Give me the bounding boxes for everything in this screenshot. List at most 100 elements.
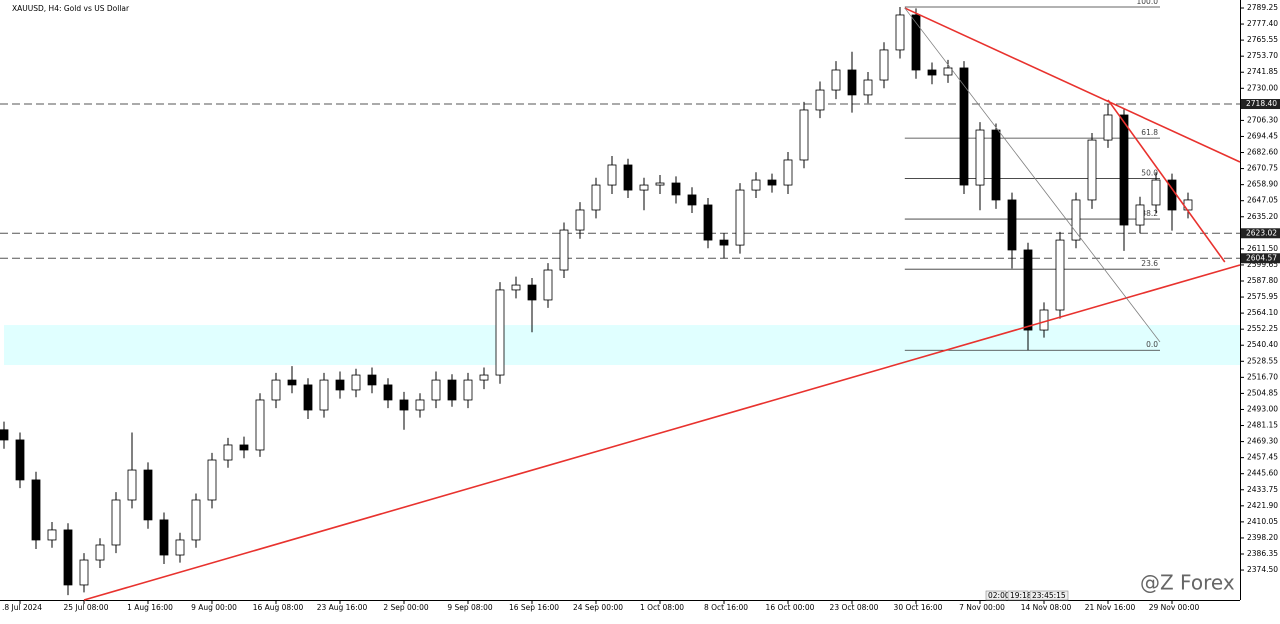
candle-body	[1007, 199, 1017, 251]
candle-body	[447, 379, 457, 401]
candle-body	[799, 109, 809, 161]
y-tick-label: 2386.35	[1247, 549, 1278, 558]
candle-body	[287, 379, 297, 386]
timer-text: 19:18	[1010, 591, 1032, 600]
candle-body	[15, 439, 25, 481]
candle-body	[607, 164, 617, 186]
candle-body	[1183, 199, 1193, 211]
candle-body	[703, 204, 713, 241]
y-tick-label: 2410.05	[1247, 517, 1278, 526]
candle-body	[1055, 239, 1065, 311]
candle-body	[1103, 114, 1113, 141]
y-tick-label: 2540.40	[1247, 340, 1278, 349]
candle-body	[687, 194, 697, 206]
y-tick-label: 2421.90	[1247, 501, 1278, 510]
candle-body	[495, 289, 505, 376]
y-tick-label: 2516.70	[1247, 372, 1278, 381]
timer-box	[1007, 590, 1029, 601]
candle-body	[223, 444, 233, 461]
candle-body	[975, 129, 985, 186]
candle-body	[1071, 199, 1081, 241]
candle-body	[31, 479, 41, 541]
candle-body	[1119, 114, 1129, 226]
y-tick-label: 2647.05	[1247, 196, 1278, 205]
candle-body	[943, 67, 953, 76]
trendline	[1107, 99, 1226, 263]
y-tick-label: 2493.00	[1247, 404, 1278, 413]
trendline	[904, 7, 1241, 163]
candle-body	[735, 189, 745, 246]
fib-label: 50.0	[1141, 169, 1158, 178]
x-tick-label: 24 Sep 00:00	[573, 603, 623, 612]
y-tick-label: 2374.50	[1247, 565, 1278, 574]
level-label: 2623.02	[1246, 228, 1277, 237]
level-label-box	[1241, 253, 1280, 264]
candle-body	[479, 374, 489, 381]
x-tick-label: 23 Aug 16:00	[317, 603, 368, 612]
timer-text: 02:00	[988, 591, 1010, 600]
candle-body	[63, 529, 73, 586]
candle-body	[767, 179, 777, 186]
y-tick-label: 2730.00	[1247, 83, 1278, 92]
candle-body	[175, 539, 185, 556]
y-tick-label: 2504.85	[1247, 388, 1278, 397]
level-label-box	[1241, 99, 1280, 110]
candle-body	[431, 379, 441, 401]
candle-body	[159, 519, 169, 556]
x-tick-label: 30 Oct 16:00	[894, 603, 943, 612]
candle-body	[1023, 249, 1033, 331]
y-tick-label: 2765.55	[1247, 35, 1278, 44]
y-tick-label: 2469.30	[1247, 437, 1278, 446]
candle-body	[927, 69, 937, 76]
candle-body	[639, 184, 649, 191]
x-tick-label: 9 Sep 08:00	[447, 603, 493, 612]
y-tick-label: 2599.65	[1247, 260, 1278, 269]
fib-label: 61.8	[1141, 128, 1158, 137]
y-tick-label: 2670.75	[1247, 164, 1278, 173]
candle-body	[511, 284, 521, 291]
chart-title: XAUUSD, H4: Gold vs US Dollar	[12, 4, 130, 13]
candle-body	[895, 14, 905, 51]
y-tick-label: 2777.40	[1247, 19, 1278, 28]
y-tick-label: 2611.50	[1247, 244, 1278, 253]
level-label: 2718.40	[1246, 99, 1277, 108]
timer-box	[1029, 590, 1069, 601]
candle-body	[95, 544, 105, 561]
fib-label: 0.0	[1146, 340, 1158, 349]
y-tick-label: 2457.45	[1247, 453, 1278, 462]
candle-body	[527, 284, 537, 301]
candle-body	[719, 239, 729, 246]
level-label: 2604.57	[1246, 253, 1277, 262]
candle-body	[335, 379, 345, 391]
candle-body	[575, 209, 585, 231]
candle-body	[655, 182, 665, 186]
candle-body	[863, 79, 873, 96]
candle-body	[591, 184, 601, 211]
candle-body	[1135, 204, 1145, 226]
y-tick-label: 2694.45	[1247, 131, 1278, 140]
candle-body	[143, 469, 153, 521]
x-tick-label: 16 Oct 00:00	[766, 603, 815, 612]
candle-body	[543, 269, 553, 301]
x-tick-label: 1 Oct 08:00	[640, 603, 684, 612]
fib-label: 38.2	[1141, 209, 1158, 218]
candle-body	[415, 399, 425, 411]
fib-label: 23.6	[1141, 259, 1158, 268]
y-tick-label: 2445.60	[1247, 469, 1278, 478]
candle-body	[79, 559, 89, 586]
y-tick-label: 2575.95	[1247, 292, 1278, 301]
x-tick-label: 23 Oct 08:00	[830, 603, 879, 612]
support-zone	[4, 325, 1240, 366]
fib-label: 100.0	[1137, 0, 1159, 6]
x-tick-label: 2 Sep 00:00	[383, 603, 429, 612]
candle-body	[559, 229, 569, 271]
candle-body	[351, 374, 361, 391]
candle-body	[1039, 309, 1049, 331]
y-tick-label: 2587.80	[1247, 276, 1278, 285]
candle-body	[383, 384, 393, 401]
candle-body	[831, 69, 841, 91]
candle-body	[47, 529, 57, 541]
y-tick-label: 2398.20	[1247, 533, 1278, 542]
